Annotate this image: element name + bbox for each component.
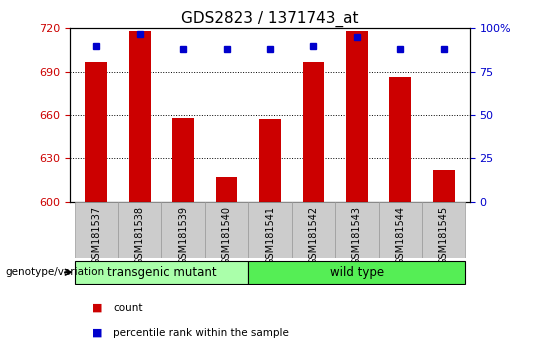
Text: GSM181539: GSM181539 (178, 206, 188, 265)
Text: GSM181541: GSM181541 (265, 206, 275, 265)
Bar (129, 31, 151, 202)
Text: count: count (113, 303, 143, 313)
Bar (85, 62, 107, 202)
FancyBboxPatch shape (75, 261, 248, 284)
Text: GSM181542: GSM181542 (308, 206, 319, 266)
FancyBboxPatch shape (422, 202, 465, 258)
Text: GSM181544: GSM181544 (395, 206, 406, 265)
Text: ■: ■ (92, 303, 102, 313)
Bar (433, 170, 455, 202)
FancyBboxPatch shape (118, 202, 161, 258)
Text: GSM181545: GSM181545 (438, 206, 449, 266)
Text: genotype/variation: genotype/variation (5, 267, 105, 277)
Bar (389, 78, 411, 202)
Text: percentile rank within the sample: percentile rank within the sample (113, 328, 289, 338)
Bar (215, 177, 238, 202)
FancyBboxPatch shape (248, 202, 292, 258)
Bar (302, 62, 325, 202)
Text: GSM181543: GSM181543 (352, 206, 362, 265)
Bar (172, 118, 194, 202)
Title: GDS2823 / 1371743_at: GDS2823 / 1371743_at (181, 11, 359, 27)
FancyBboxPatch shape (75, 202, 118, 258)
Text: GSM181537: GSM181537 (91, 206, 102, 266)
FancyBboxPatch shape (205, 202, 248, 258)
FancyBboxPatch shape (161, 202, 205, 258)
Text: transgenic mutant: transgenic mutant (106, 266, 216, 279)
FancyBboxPatch shape (335, 202, 379, 258)
Bar (259, 119, 281, 202)
Text: GSM181538: GSM181538 (134, 206, 145, 265)
FancyBboxPatch shape (292, 202, 335, 258)
Bar (346, 31, 368, 202)
FancyBboxPatch shape (248, 261, 465, 284)
FancyBboxPatch shape (379, 202, 422, 258)
Text: GSM181540: GSM181540 (221, 206, 232, 265)
Text: wild type: wild type (330, 266, 384, 279)
Text: ■: ■ (92, 328, 102, 338)
